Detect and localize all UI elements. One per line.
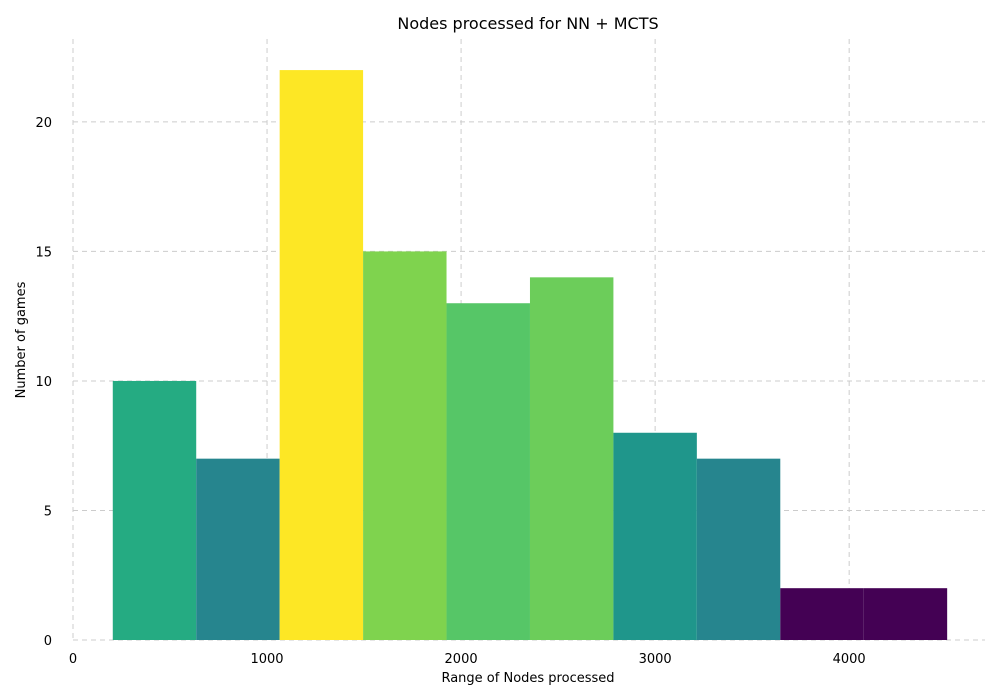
bar-4	[446, 303, 530, 640]
x-axis-label: Range of Nodes processed	[441, 671, 614, 686]
bar-7	[696, 458, 781, 640]
x-tick-label-0: 0	[69, 652, 77, 667]
bars	[112, 70, 948, 641]
bar-2	[279, 70, 364, 641]
bar-0	[112, 380, 197, 640]
x-axis-ticks: 0 1000 2000 3000 4000	[69, 652, 866, 667]
y-tick-label-1: 5	[44, 504, 52, 519]
chart-title: Nodes processed for NN + MCTS	[397, 14, 658, 33]
y-tick-label-0: 0	[44, 634, 52, 649]
y-tick-label-3: 15	[35, 245, 52, 260]
y-tick-label-4: 20	[35, 116, 52, 131]
bar-6	[613, 432, 697, 640]
x-tick-label-1: 1000	[250, 652, 283, 667]
x-tick-label-2: 2000	[445, 652, 478, 667]
y-tick-label-2: 10	[35, 375, 52, 390]
y-axis-label: Number of games	[14, 281, 29, 398]
bar-8	[780, 588, 864, 640]
bar-5	[529, 277, 614, 640]
bar-9	[863, 588, 948, 640]
bar-3	[363, 251, 447, 640]
y-axis-ticks: 0 5 10 15 20	[35, 116, 52, 649]
bar-1	[196, 458, 280, 640]
x-tick-label-3: 3000	[639, 652, 672, 667]
x-tick-label-4: 4000	[833, 652, 866, 667]
